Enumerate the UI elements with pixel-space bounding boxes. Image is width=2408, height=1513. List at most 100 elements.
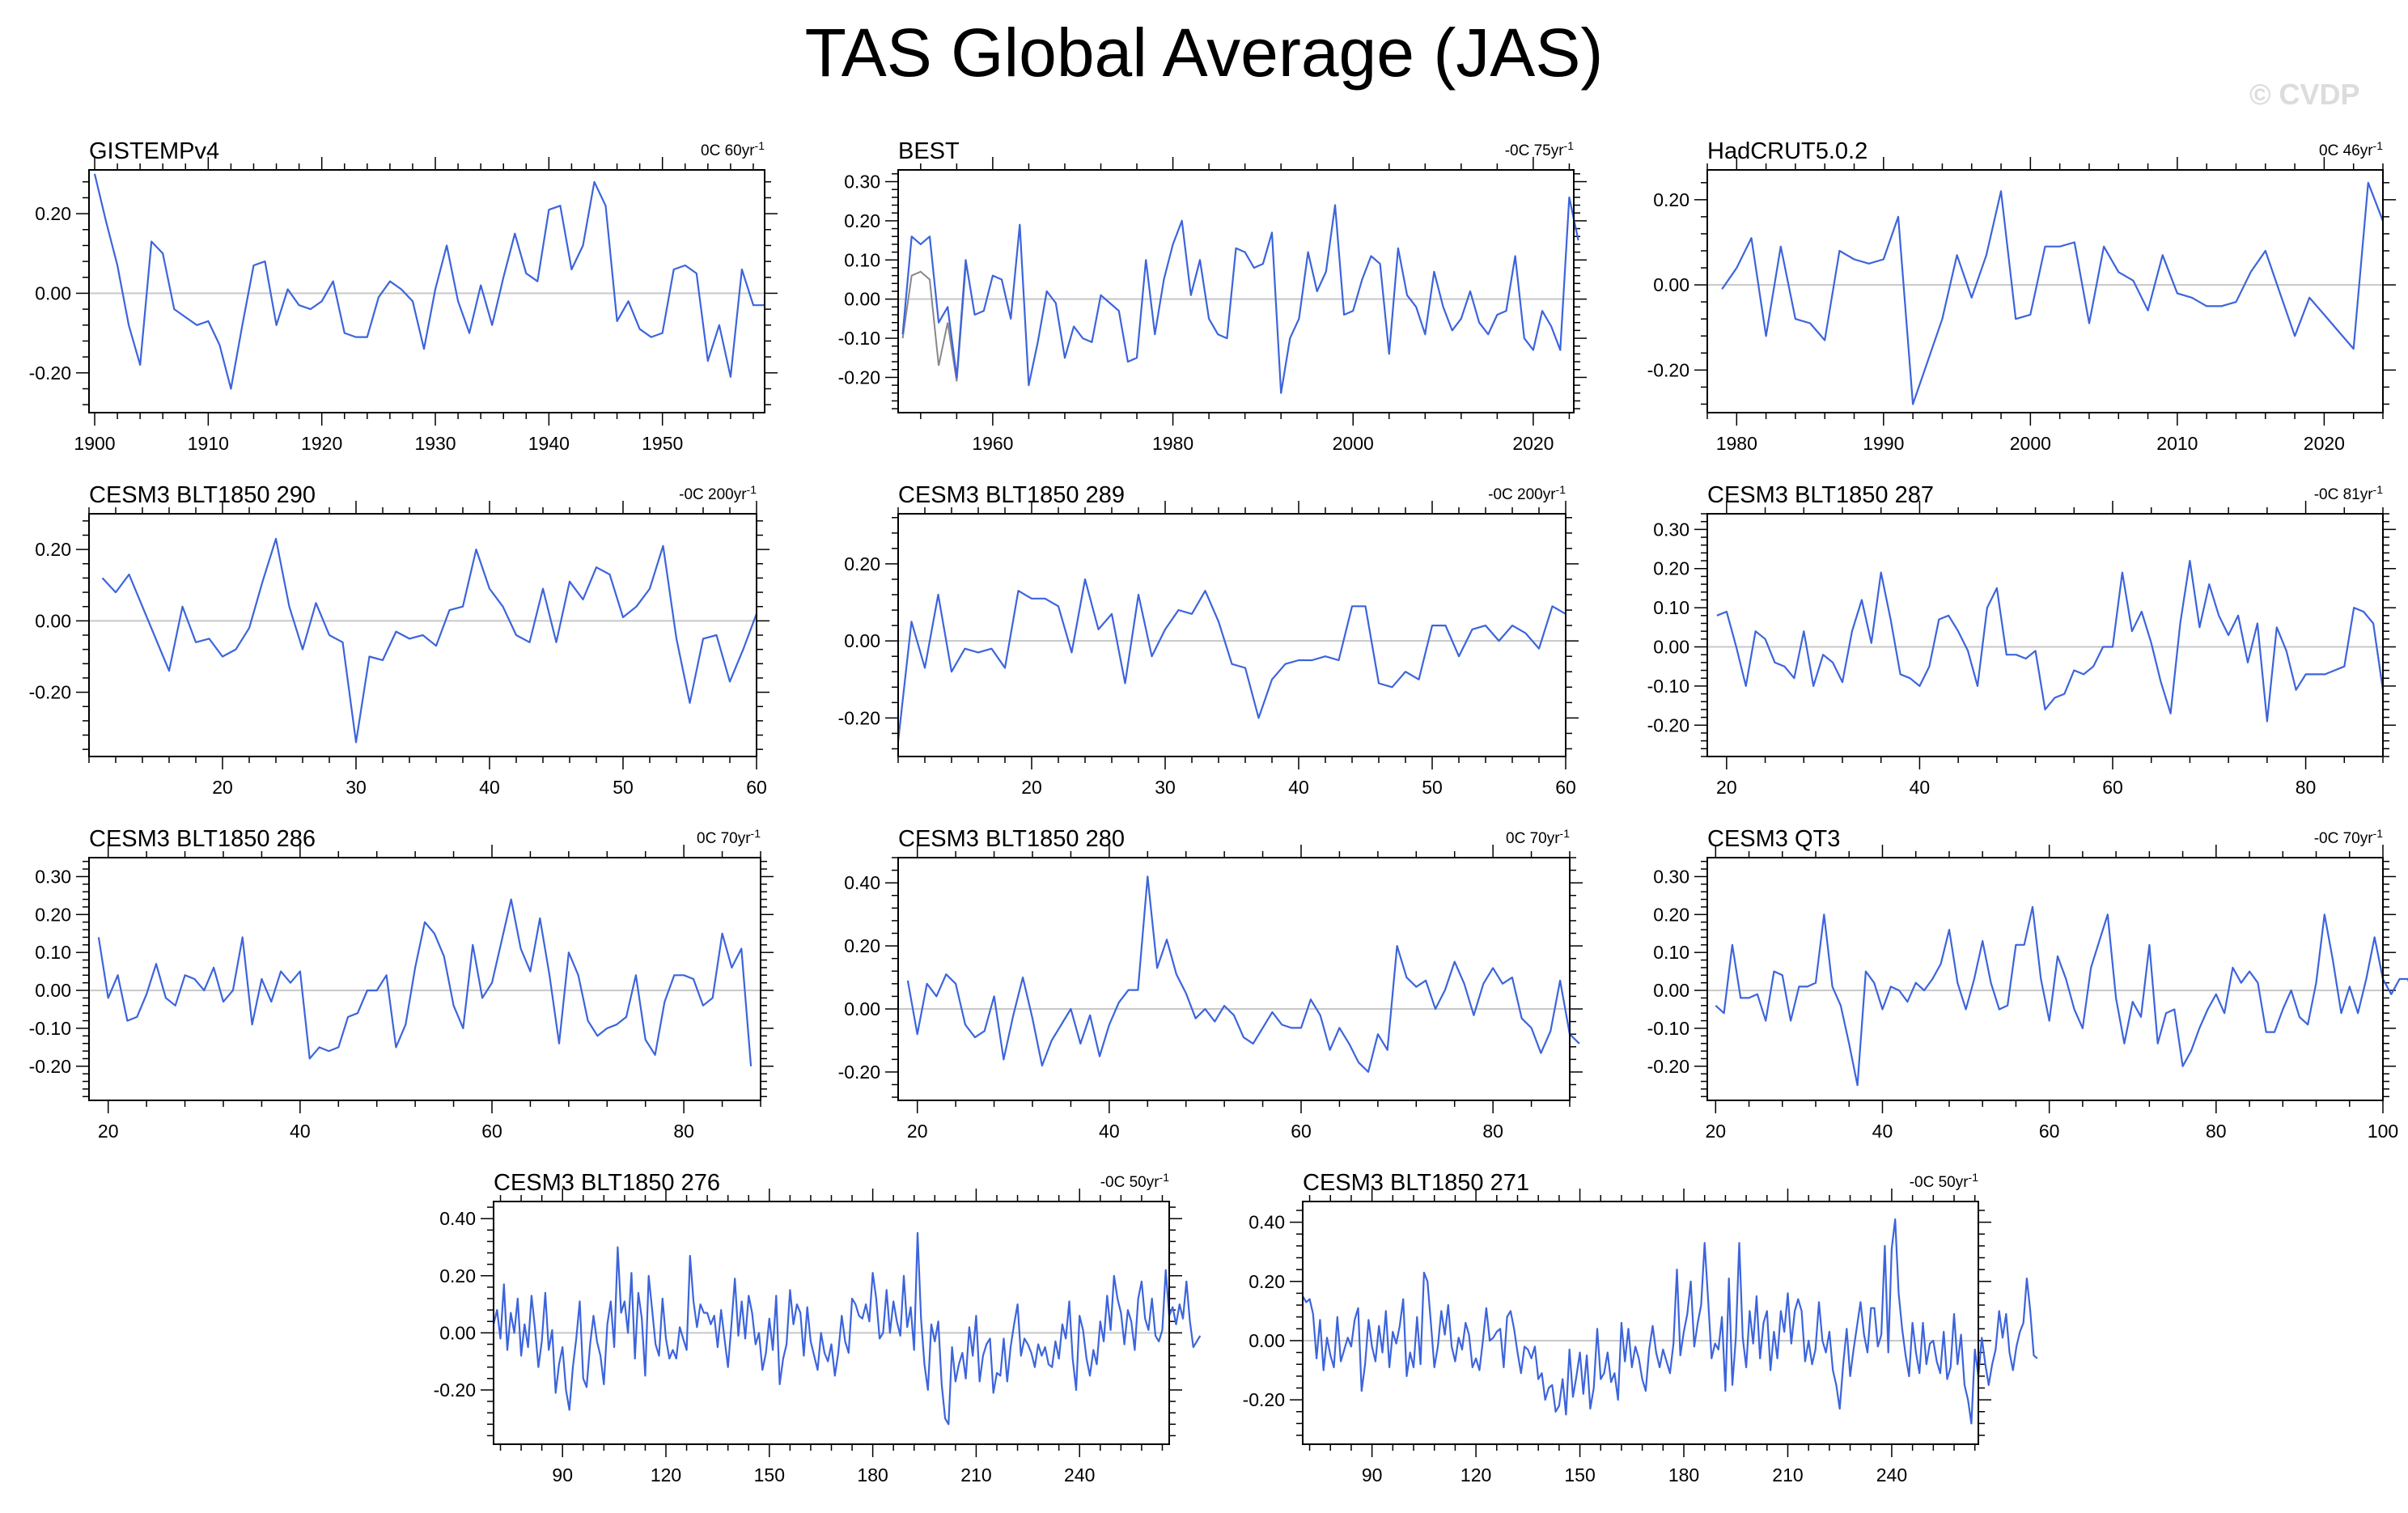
plot-frame [897,857,1571,1101]
trend-exponent: -1 [2373,483,2384,496]
y-tick-label: -0.20 [1647,714,1689,735]
y-tick-label: 0.20 [1653,904,1689,925]
panel-title: CESM3 BLT1850 286 [89,826,316,852]
x-tick-label: 100 [2368,1121,2398,1142]
x-tick-label: 60 [1291,1121,1312,1142]
panel-title: BEST [898,138,960,164]
y-tick-label: 0.00 [35,980,71,1001]
trend-label: -0C 70yr-1 [2314,827,2384,847]
trend-label: -0C 81yr-1 [2314,483,2384,503]
x-tick-label: 180 [1668,1464,1699,1485]
x-tick-label: 1920 [301,433,342,454]
panel-title: CESM3 BLT1850 289 [898,482,1125,508]
y-tick-label: 0.00 [1653,980,1689,1001]
y-tick-label: 0.20 [35,904,71,925]
x-tick-label: 210 [1772,1464,1803,1485]
y-tick-label: 0.10 [844,249,880,270]
series-line [492,1231,1202,1426]
y-tick-label: 0.20 [1653,558,1689,579]
trend-exponent: -1 [1969,1171,1979,1184]
x-tick-label: 20 [1706,1121,1727,1142]
y-tick-label: 0.20 [844,935,880,956]
x-tick-label: 20 [212,777,233,798]
panel-8: CESM3 BLT1850 280 0C 70yr-1 0.40 0.20 0.00 -0… [838,826,1583,1142]
x-tick-label: 1960 [972,433,1013,454]
y-tick-label: 0.30 [844,172,880,193]
series-line [93,173,765,390]
y-tick-label: 0.20 [844,210,880,231]
plot-frame [897,169,1575,413]
panel-10: CESM3 BLT1850 276 -0C 50yr-1 0.40 0.20 0.00 -… [434,1170,1202,1485]
y-tick-label: 0.00 [844,289,880,310]
panel-title: CESM3 BLT1850 290 [89,482,316,508]
y-tick-label: 0.00 [1653,637,1689,658]
panel-9: CESM3 QT3 -0C 70yr-1 0.30 0.20 0.10 0.00 -0.10… [1647,826,2408,1142]
y-tick-label: 0.30 [1653,866,1689,887]
x-tick-label: 1940 [528,433,570,454]
trend-label: 0C 46yr-1 [2319,139,2383,159]
series-line [1302,1218,2038,1425]
panel-7: CESM3 BLT1850 286 0C 70yr-1 0.30 0.20 0.10 0.… [29,826,774,1142]
y-tick-label: 0.40 [439,1208,476,1229]
y-tick-label: 0.10 [1653,942,1689,963]
x-tick-label: 1950 [642,433,683,454]
series-line [1721,181,2385,405]
y-tick-label: 0.40 [844,872,880,893]
y-tick-label: 0.20 [844,553,880,574]
cvdp-watermark: © CVDP [2249,78,2360,111]
x-tick-label: 1980 [1716,433,1757,454]
x-tick-label: 90 [552,1464,573,1485]
plot-frame [493,1201,1170,1445]
plot-frame [88,169,765,413]
x-tick-label: 50 [1422,777,1443,798]
x-tick-label: 40 [1872,1121,1893,1142]
x-tick-label: 60 [746,777,767,798]
series-line [897,578,1566,742]
x-tick-label: 2000 [1333,433,1374,454]
x-tick-label: 180 [857,1464,888,1485]
trend-label: -0C 200yr-1 [1488,483,1566,503]
x-tick-label: 60 [2102,777,2123,798]
y-tick-label: 0.10 [35,942,71,963]
panel-5: CESM3 BLT1850 289 -0C 200yr-1 0.20 0.00 -0.2… [838,482,1579,798]
x-tick-label: 120 [1460,1464,1491,1485]
x-tick-label: 1930 [414,433,456,454]
y-tick-label: -0.20 [29,1056,71,1077]
y-tick-label: 0.20 [439,1265,476,1286]
y-tick-label: -0.20 [838,1062,880,1083]
y-tick-label: 0.20 [1249,1271,1285,1292]
panel-1: GISTEMPv4 0C 60yr-1 0.20 0.00 -0.20 1900 1910 1… [29,138,778,454]
trend-exponent: -1 [2373,827,2384,840]
y-tick-label: 0.00 [35,282,71,303]
x-tick-label: 60 [2039,1121,2060,1142]
y-tick-label: 0.30 [1653,519,1689,540]
y-tick-label: -0.20 [29,682,71,703]
y-tick-label: -0.20 [434,1380,476,1401]
y-tick-label: 0.30 [35,866,71,887]
panel-title: CESM3 BLT1850 287 [1707,482,1934,508]
y-tick-label: -0.20 [1647,359,1689,380]
trend-label: 0C 70yr-1 [697,827,761,847]
x-tick-label: 20 [1021,777,1042,798]
x-tick-label: 60 [481,1121,502,1142]
x-tick-label: 40 [1288,777,1309,798]
x-tick-label: 240 [1876,1464,1907,1485]
trend-exponent: -1 [1159,1171,1170,1184]
x-tick-label: 2000 [2010,433,2051,454]
x-tick-label: 2020 [2304,433,2345,454]
panel-title: CESM3 BLT1850 271 [1303,1170,1529,1196]
plot-frame [88,857,761,1101]
series-line [906,875,1580,1074]
x-tick-label: 1990 [1863,433,1904,454]
x-tick-label: 210 [960,1464,991,1485]
y-tick-label: 0.00 [1249,1330,1285,1351]
trend-exponent: -1 [1564,139,1575,152]
x-tick-label: 50 [613,777,634,798]
panel-4: CESM3 BLT1850 290 -0C 200yr-1 0.20 0.00 -0.2… [29,482,769,798]
y-tick-label: -0.20 [838,367,880,388]
panel-11: CESM3 BLT1850 271 -0C 50yr-1 0.40 0.20 0.00 -… [1243,1170,2038,1485]
panel-2: BEST -0C 75yr-1 0.30 0.20 0.10 0.00 -0.10 -0.20… [838,138,1587,454]
x-tick-label: 40 [479,777,500,798]
panel-title: HadCRUT5.0.2 [1707,138,1867,164]
trend-exponent: -1 [747,483,757,496]
